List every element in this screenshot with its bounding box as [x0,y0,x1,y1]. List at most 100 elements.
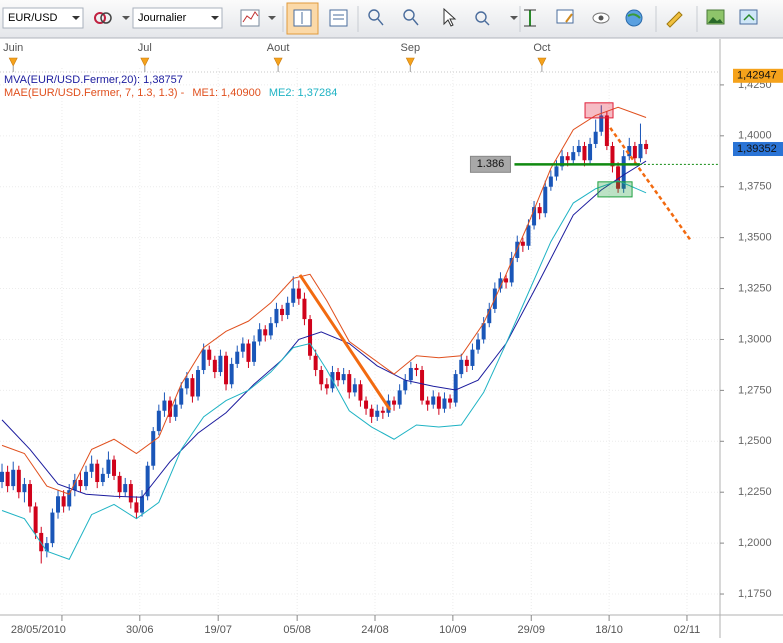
candle-body [257,329,262,342]
ruler-button[interactable] [666,11,683,28]
candle-body [414,367,419,371]
zoom-in-button[interactable] [368,9,384,26]
legend-entry: ME1: 1,40900 [192,87,261,99]
month-label: Aout [267,42,290,54]
symbol-dropdown[interactable]: EUR/USD [2,7,84,29]
price-marker [733,68,783,83]
level-label: 1.386 [477,158,505,170]
month-label: Sep [401,42,421,54]
candle-body [470,349,475,366]
highlight-box [584,102,614,119]
indicator-line [1,180,647,561]
candle-body [375,410,380,417]
candle-body [229,363,234,385]
candle-body [190,378,195,397]
chart-type-button[interactable] [240,9,276,27]
month-marker [8,57,18,67]
candle-body [240,343,245,352]
candle-body [235,351,240,364]
candle-body [196,370,201,397]
candle-body [565,156,570,161]
month-label: Juin [3,42,23,54]
y-tick-label: 1,4000 [738,130,772,142]
candle-body [526,225,531,246]
candle-body [459,359,464,375]
candle-body [173,404,178,417]
candle-body [604,115,609,146]
compare-button[interactable] [94,12,130,24]
x-tick-label: 05/08 [283,624,311,636]
plot-area: 1.386 [0,68,720,615]
candle-body [212,359,217,373]
period-dropdown[interactable]: Journalier [132,7,223,29]
cursor-button[interactable] [443,7,457,27]
candle-body [44,543,49,552]
export-button[interactable] [739,9,758,25]
candle-body [588,143,593,161]
candle-body [644,143,649,150]
candle-body [638,143,643,159]
candle-body [112,459,117,476]
y-tick-label: 1,2250 [738,486,772,498]
candle-body [285,302,290,316]
x-tick-label: 19/07 [204,624,232,636]
candle-body [123,484,128,493]
x-tick-label: 29/09 [517,624,545,636]
candle-body [56,496,61,513]
candle-body [610,145,615,167]
candle-body [61,496,66,507]
projection-line [609,127,692,241]
image-button[interactable] [706,9,725,25]
candle-body [0,471,5,483]
layout-button[interactable] [286,2,319,35]
candle-body [571,152,576,161]
legend-mva: MVA(EUR/USD.Fermer,20): 1,38757 [4,74,183,86]
candle-body [134,502,139,513]
candle-body [22,484,27,493]
candle-body [425,400,430,405]
symbol-text: EUR/USD [8,12,58,24]
y-tick-label: 1,2750 [738,384,772,396]
candle-body [156,410,161,432]
candle-body [5,471,10,487]
month-label: Jul [138,42,152,54]
candle-body [582,145,587,161]
candle-body [274,308,279,324]
candle-body [616,166,621,189]
candle-body [487,308,492,324]
candle-body [296,288,301,299]
candle-body [336,372,341,381]
crosshair-button[interactable] [524,9,536,27]
candle-body [369,408,374,417]
globe-button[interactable] [625,9,643,27]
y-tick-label: 1,2000 [738,537,772,549]
highlight-box [597,181,633,198]
zoom-box-button[interactable] [475,11,518,26]
legend-entry: MAE(EUR/USD.Fermer, 7, 1.3, 1.3) - [4,87,185,99]
candle-body [151,431,156,466]
candle-body [78,479,83,487]
month-label: Oct [533,42,550,54]
candle-body [324,384,329,389]
candle-body [224,355,229,385]
candle-body [476,339,481,350]
eye-button[interactable] [592,12,610,24]
candle-body [498,278,503,289]
candle-body [453,374,458,403]
candle-body [100,473,105,483]
candle-body [252,341,257,362]
price-marker-label: 1,39352 [737,143,777,155]
y-tick-label: 1,2500 [738,435,772,447]
candle-body [263,329,268,336]
window-button[interactable] [329,9,348,27]
month-marker [273,57,283,67]
candle-body [408,367,413,381]
properties-button[interactable] [556,9,574,24]
candle-body [537,207,542,214]
candle-body [28,484,33,507]
candle-body [532,207,537,226]
candle-body [308,319,313,356]
candle-body [543,186,548,214]
candle-body [184,378,189,389]
zoom-out-button[interactable] [403,9,419,26]
